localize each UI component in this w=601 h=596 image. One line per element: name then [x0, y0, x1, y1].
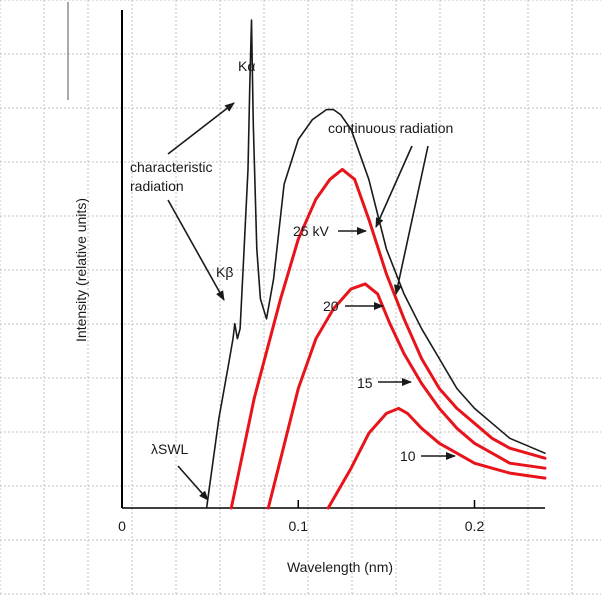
k-beta-label: Kβ	[216, 264, 233, 280]
arrow-continuous-to-20kv	[393, 145, 429, 295]
x-axis-title: Wavelength (nm)	[287, 559, 393, 575]
x-tick-label: 0	[118, 518, 126, 534]
k-alpha-label: Kα	[238, 58, 255, 74]
characteristic-line-1: characteristic	[130, 159, 212, 175]
lambda-swl-label: λSWL	[151, 441, 189, 457]
x-tick-label: 0.1	[289, 518, 309, 534]
series-line-20	[229, 167, 547, 510]
series-line-15	[266, 282, 547, 510]
x-axis-ticks: 0 0.1 0.2	[118, 500, 484, 534]
series-line-25kv	[205, 19, 546, 509]
arrow-to-k-alpha	[167, 102, 235, 155]
x-tick-label: 0.2	[465, 518, 485, 534]
spectrum-curves	[205, 19, 547, 510]
annotation-arrows	[167, 102, 456, 501]
characteristic-radiation-label: characteristic radiation	[130, 159, 216, 194]
label-15kv: 15	[357, 375, 373, 391]
label-20kv: 20	[323, 298, 339, 314]
series-line-10	[326, 406, 547, 510]
arrow-to-k-beta	[167, 199, 225, 301]
characteristic-line-2: radiation	[130, 178, 184, 194]
arrow-continuous-to-25kv	[375, 145, 413, 228]
y-axis-title: Intensity (relative units)	[73, 198, 89, 342]
label-25kv: 25 kV	[293, 223, 329, 239]
continuous-radiation-label: continuous radiation	[328, 120, 453, 136]
label-10kv: 10	[400, 448, 416, 464]
arrow-lambda-swl	[177, 465, 209, 501]
